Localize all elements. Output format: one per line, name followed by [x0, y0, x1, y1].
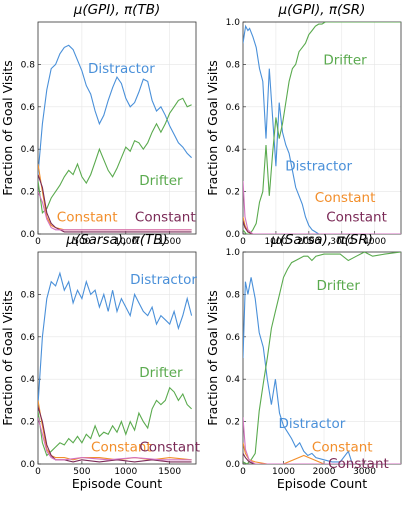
series-annotation-distractor: Distractor — [88, 61, 155, 77]
series-line-distractor-0 — [243, 277, 401, 464]
y-tick-label: 0.8 — [226, 60, 241, 70]
series-line-constant-3 — [243, 221, 401, 234]
y-tick-label: 0.0 — [21, 230, 36, 240]
x-tick-label: 1500 — [158, 237, 181, 247]
series-line-distractor-0 — [38, 271, 193, 405]
series-annotation-distractor: Distractor — [130, 272, 197, 288]
x-tick-label: 3000 — [353, 467, 376, 477]
x-tick-label: 0 — [35, 467, 41, 477]
series-line-drifter-1 — [38, 97, 192, 214]
y-tick-label: 1.0 — [226, 248, 241, 258]
x-axis-label: Episode Count — [72, 476, 162, 491]
series-annotation-constant: Constant — [135, 209, 196, 225]
chart-panel-4: 0 1000 2000 3000 0.0 0.2 0.4 0.6 0.8 1.0 Distracto… — [205, 232, 402, 491]
y-axis-label: Fraction of Goal Visits — [0, 290, 15, 425]
y-tick-label: 0.6 — [226, 103, 241, 113]
series-annotation-constant: Constant — [315, 190, 376, 206]
chart-panel-3: 0 500 1000 1500 0.0 0.2 0.4 0.6 0.8 Distractor Dri… — [0, 232, 200, 491]
chart-title: μ(GPI), π(SR) — [278, 2, 366, 18]
y-axis-label: Fraction of Goal Visits — [205, 60, 220, 195]
y-axis-label: Fraction of Goal Visits — [0, 60, 15, 195]
x-tick-label: 2000 — [297, 237, 320, 247]
y-tick-label: 0.4 — [21, 145, 36, 155]
chart-title: μ(Sarsa), π(SR) — [270, 232, 373, 248]
chart-title: μ(Sarsa), π(TB) — [65, 232, 168, 248]
x-tick-label: 1000 — [272, 467, 295, 477]
series-annotation-drifter: Drifter — [139, 365, 183, 381]
x-tick-label: 1500 — [158, 467, 181, 477]
x-axis-label: Episode Count — [277, 476, 367, 491]
x-tick-label: 4000 — [363, 237, 386, 247]
chart-panel-2: 0 1000 2000 3000 4000 0.0 0.2 0.4 0.6 0.8 1.0 Distr… — [205, 2, 402, 247]
chart-panel-1: 0 500 1000 1500 0.0 0.2 0.4 0.6 0.8 Distractor Dri… — [0, 2, 197, 247]
series-annotation-constant: Constant — [326, 209, 387, 225]
y-tick-label: 0.8 — [226, 290, 241, 300]
plot-frame — [37, 21, 197, 235]
series-line-constant-3 — [38, 174, 192, 233]
series-annotation-constant: Constant — [91, 439, 152, 455]
y-tick-label: 0.6 — [21, 333, 36, 343]
y-tick-label: 0.2 — [226, 188, 240, 198]
x-tick-label: 0 — [240, 237, 246, 247]
y-tick-label: 0.8 — [21, 290, 36, 300]
plot-frame — [37, 251, 197, 465]
series-line-unlabeled-4 — [243, 180, 401, 234]
y-tick-label: 0.2 — [21, 188, 35, 198]
y-tick-label: 0.0 — [226, 230, 241, 240]
series-line-unlabeled-4 — [243, 417, 401, 464]
y-tick-label: 0.8 — [21, 60, 36, 70]
series-line-unlabeled-4 — [38, 417, 192, 461]
series-line-unlabeled-4 — [38, 191, 192, 231]
y-tick-label: 0.2 — [21, 418, 35, 428]
series-annotation-constant: Constant — [139, 439, 200, 455]
series-annotation-drifter: Drifter — [323, 52, 367, 68]
x-tick-label: 1000 — [114, 467, 137, 477]
series-line-drifter-1 — [38, 386, 192, 457]
x-tick-label: 2000 — [313, 467, 336, 477]
x-tick-label: 0 — [240, 467, 246, 477]
y-tick-label: 0.4 — [226, 375, 241, 385]
y-tick-label: 0.0 — [226, 460, 241, 470]
y-tick-label: 1.0 — [226, 18, 241, 28]
x-tick-label: 500 — [73, 467, 90, 477]
x-tick-label: 1000 — [114, 237, 137, 247]
series-annotation-constant: Constant — [57, 209, 118, 225]
y-axis-label: Fraction of Goal Visits — [205, 290, 220, 425]
series-line-constant-2 — [243, 216, 401, 234]
series-annotation-constant: Constant — [328, 456, 389, 472]
series-line-constant-3 — [38, 406, 192, 463]
series-line-constant-3 — [243, 453, 401, 464]
x-tick-label: 0 — [35, 237, 41, 247]
y-tick-label: 0.4 — [226, 145, 241, 155]
y-tick-label: 0.2 — [226, 418, 240, 428]
series-line-distractor-0 — [243, 24, 401, 234]
y-tick-label: 0.6 — [226, 333, 241, 343]
series-annotation-distractor: Distractor — [278, 416, 345, 432]
series-line-drifter-1 — [243, 22, 401, 234]
x-tick-label: 1000 — [264, 237, 287, 247]
chart-title: μ(GPI), π(TB) — [73, 2, 160, 18]
y-tick-label: 0.4 — [21, 375, 36, 385]
x-tick-label: 500 — [73, 237, 90, 247]
series-annotation-constant: Constant — [312, 439, 373, 455]
y-tick-label: 0.0 — [21, 460, 36, 470]
series-line-distractor-0 — [38, 44, 192, 175]
series-line-drifter-1 — [243, 252, 401, 464]
series-annotation-distractor: Distractor — [285, 158, 352, 174]
series-annotation-drifter: Drifter — [317, 278, 361, 294]
x-tick-label: 3000 — [330, 237, 353, 247]
series-annotation-drifter: Drifter — [139, 173, 183, 189]
y-tick-label: 0.6 — [21, 103, 36, 113]
